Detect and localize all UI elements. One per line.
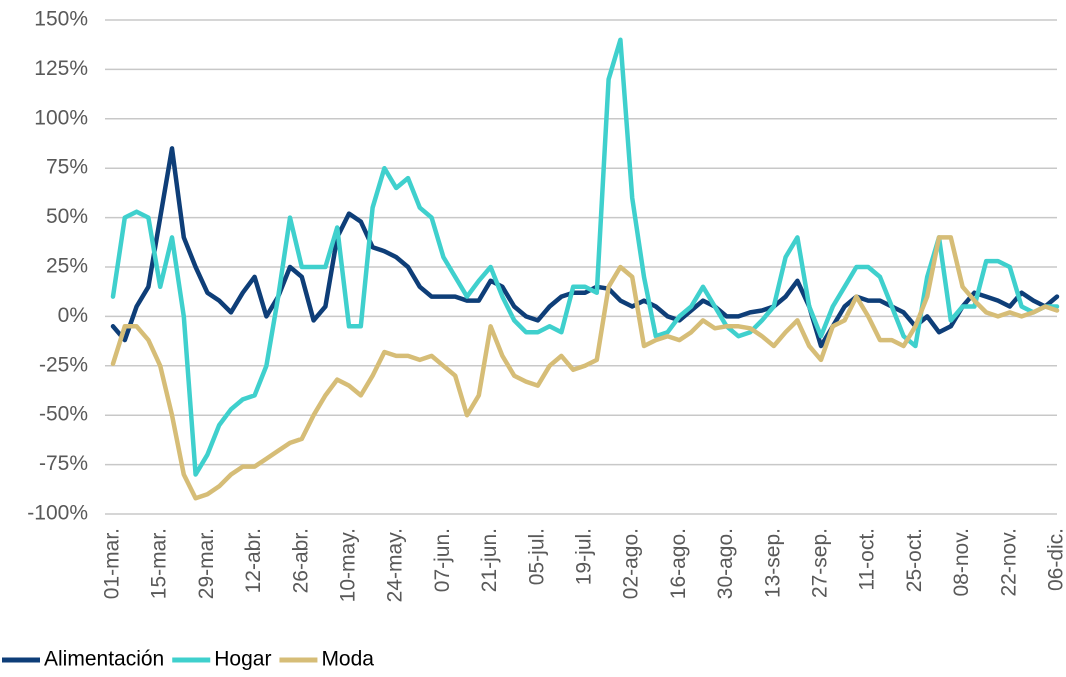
x-tick-label: 22-nov. [997, 528, 1020, 597]
x-tick-label: 01-mar. [101, 528, 124, 599]
legend-label: Alimentación [44, 648, 164, 671]
data-line [110, 37, 1060, 477]
x-tick-label: 06-dic. [1045, 528, 1066, 591]
y-tick-label: 50% [46, 205, 88, 228]
x-tick-label: 21-jun. [478, 528, 501, 592]
x-tick-label: 10-may. [337, 528, 360, 602]
x-tick-label: 26-abr. [289, 528, 312, 593]
x-tick-label: 02-ago. [620, 528, 643, 599]
x-tick-label: 30-ago. [714, 528, 737, 599]
y-tick-label: 25% [46, 255, 88, 278]
x-tick-label: 13-sep. [761, 528, 784, 598]
legend-label: Moda [321, 648, 374, 671]
x-tick-label: 24-may. [384, 528, 407, 602]
y-tick-label: 75% [46, 156, 88, 179]
x-tick-label: 27-sep. [809, 528, 832, 598]
x-tick-label: 15-mar. [148, 528, 171, 599]
y-tick-label: -25% [39, 353, 88, 376]
y-tick-label: -100% [27, 502, 88, 525]
x-tick-label: 16-ago. [667, 528, 690, 599]
data-line [110, 146, 1060, 349]
y-tick-label: 125% [34, 57, 88, 80]
y-tick-label: 0% [58, 304, 88, 327]
x-tick-label: 07-jun. [431, 528, 454, 592]
data-line [110, 235, 1060, 501]
x-tick-label: 11-oct. [856, 528, 879, 591]
y-tick-label: -75% [39, 452, 88, 475]
y-tick-label: 100% [34, 106, 88, 129]
x-tick-label: 05-jul. [525, 528, 548, 585]
x-tick-label: 19-jul. [573, 528, 596, 585]
x-tick-label: 29-mar. [195, 528, 218, 599]
legend-label: Hogar [214, 648, 271, 671]
x-tick-label: 08-nov. [950, 528, 973, 597]
x-tick-label: 12-abr. [242, 528, 265, 593]
y-tick-label: 150% [34, 8, 88, 31]
y-tick-label: -50% [39, 403, 88, 426]
x-tick-label: 25-oct. [903, 528, 926, 592]
